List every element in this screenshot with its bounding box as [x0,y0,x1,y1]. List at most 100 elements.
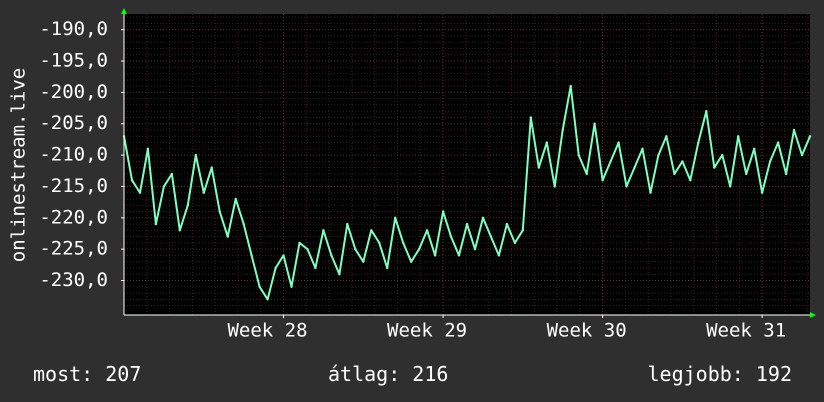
data-point [673,172,676,176]
data-point [473,248,477,251]
x-tick-label: Week 28 [227,320,307,342]
y-tick-label: -225,0 [39,238,108,260]
y-tick-label: -220,0 [39,206,108,228]
data-point [657,153,660,157]
data-point [489,235,493,238]
data-point [250,254,253,257]
series-layer [122,84,812,301]
data-point [776,141,780,144]
data-point [202,191,205,194]
data-point [210,166,213,169]
data-point [768,160,772,163]
data-point [681,160,684,163]
data-point [234,197,237,201]
data-point [705,110,708,113]
data-point [609,160,612,163]
data-point [753,147,756,150]
average-value: átlag: 216 [328,362,449,386]
data-point [330,254,333,257]
data-point [553,185,556,188]
data-point [689,179,692,182]
y-tick-label: -210,0 [39,144,108,166]
x-axis-ticks: Week 28 Week 29 Week 30 Week 31 [227,315,786,342]
data-point [258,285,261,288]
plot-area [124,14,810,315]
data-point [354,248,357,251]
data-point [697,141,700,144]
data-point [266,298,269,301]
data-point [433,254,437,257]
data-point [577,153,580,157]
x-axis-arrow-icon [810,312,816,318]
data-point [760,191,764,194]
data-point [713,166,716,169]
data-point [378,241,381,245]
data-point [465,222,469,226]
data-point [641,147,644,150]
data-point [745,172,748,176]
data-point [282,254,285,257]
data-point [370,229,373,232]
y-axis-title: onlinestream.live [8,68,30,262]
data-point [417,248,421,251]
data-point [561,128,564,132]
data-point [322,229,325,232]
data-point [274,266,277,270]
data-point [729,185,732,188]
data-point [178,229,181,232]
x-tick-label: Week 31 [706,320,786,342]
best-value: legjobb: 192 [647,362,793,386]
data-point [162,185,166,188]
data-point [306,248,309,251]
data-point [585,172,588,176]
y-tick-label: -230,0 [39,269,108,291]
y-tick-label: -195,0 [39,50,108,72]
data-point [346,222,349,226]
data-point [617,141,620,144]
data-point [800,153,804,157]
data-point [394,216,397,219]
y-tick-label: -215,0 [39,175,108,197]
data-point [569,84,572,88]
data-point [242,222,245,226]
data-point [386,266,389,270]
current-value: most: 207 [33,362,142,386]
data-point [425,229,429,232]
data-point [593,122,596,125]
data-point [513,241,517,245]
data-point [290,285,293,288]
data-point [792,128,796,132]
data-point [362,260,365,263]
data-point [649,191,652,194]
x-tick-label: Week 29 [387,320,467,342]
data-point [298,241,301,245]
x-tick-label: Week 30 [547,320,627,342]
data-point [529,116,532,119]
data-point [481,216,485,219]
data-point [737,135,740,138]
data-point [808,135,812,138]
data-point [601,179,604,182]
data-point [521,229,524,232]
y-tick-label: -190,0 [39,18,108,40]
y-axis-arrow-icon [121,8,127,14]
data-point [314,266,317,270]
data-point [194,153,197,157]
data-point [154,222,158,226]
data-point [226,235,229,238]
data-point [784,172,788,176]
data-point [505,222,509,226]
data-point [457,254,461,257]
data-point [537,166,540,169]
data-point [410,260,413,263]
y-axis-ticks: -190,0 -195,0 -200,0 -205,0 -210,0 -215,0 -220… [39,18,124,291]
data-point [721,153,724,157]
y-tick-label: -205,0 [39,112,108,134]
data-point [665,135,668,138]
data-point [625,185,628,188]
data-point [545,141,548,144]
data-point [449,235,453,238]
data-point [633,166,636,169]
